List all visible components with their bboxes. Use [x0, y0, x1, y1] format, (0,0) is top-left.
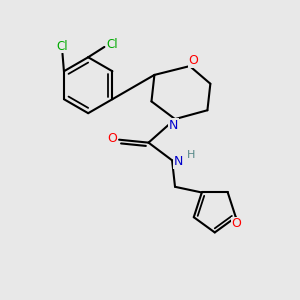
- Text: Cl: Cl: [57, 40, 68, 53]
- Text: O: O: [108, 132, 118, 145]
- Text: Cl: Cl: [107, 38, 118, 50]
- Text: N: N: [174, 155, 183, 168]
- Text: H: H: [187, 150, 195, 160]
- Text: N: N: [169, 119, 178, 132]
- Text: O: O: [188, 54, 198, 67]
- Text: O: O: [231, 217, 241, 230]
